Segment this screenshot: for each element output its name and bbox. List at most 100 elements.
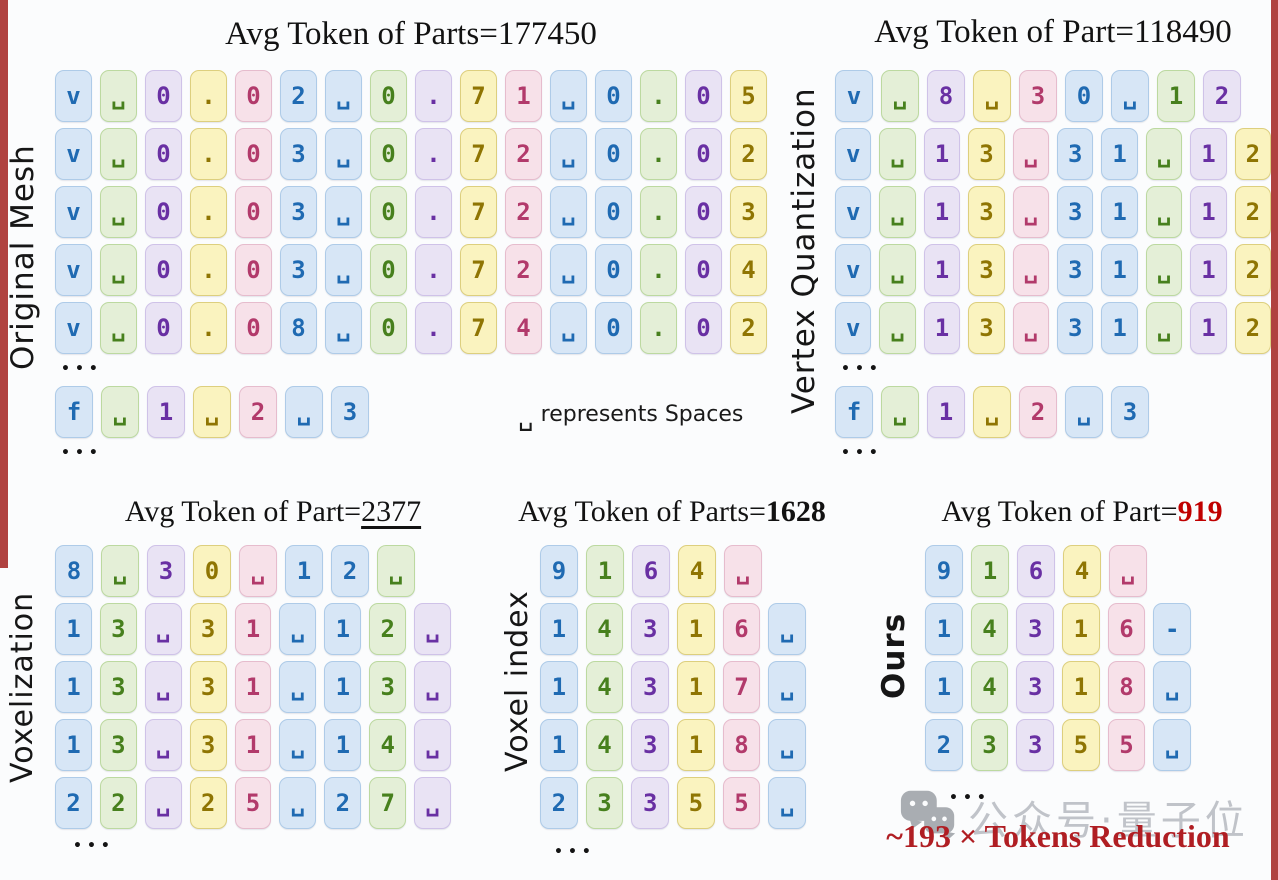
token-cell: 0 [235,128,272,180]
ellipsis: ••• [61,361,103,377]
token-cell: v [835,70,873,122]
token-cell: 0 [595,70,632,122]
token-cell: ␣ [144,719,182,771]
token-cell: ␣ [279,661,317,713]
token-cell: 5 [234,777,272,829]
title-value: 919 [1177,495,1223,528]
token-cell: 9 [540,545,578,597]
token-cell: 4 [585,719,624,771]
token-cell: 3 [968,186,1005,238]
title-prefix: Avg Token of Parts= [225,16,498,52]
ellipsis: ••• [841,361,883,377]
token-cell: 2 [505,244,542,296]
token-cell: . [190,302,227,354]
token-cell: v [835,128,872,180]
token-cell: 7 [460,70,497,122]
token-cell: 2 [1234,128,1272,180]
token-cell: v [55,244,92,296]
token-cell: 0 [685,186,722,238]
token-row: 1 4 3 1 8 ␣ [925,661,1192,713]
token-cell: 1 [1062,661,1100,713]
token-cell: 0 [595,244,632,296]
panel-ours: Avg Token of Part=919 Ours 9 1 6 4 ␣ 1 4 3 1 6-1 4… [876,495,1223,815]
token-cell: 3 [631,661,670,713]
token-cell: 0 [235,70,272,122]
panel-label: Voxelization [5,591,40,783]
token-cell: 2 [324,777,362,829]
token-cell: . [415,244,452,296]
token-cell: v [55,186,92,238]
token-cell: 1 [923,186,961,238]
token-cell: ␣ [879,186,916,238]
token-cell: 1 [234,719,272,771]
token-cell: 1 [1190,244,1227,296]
token-cell: 5 [730,70,767,122]
token-cell: 2 [730,128,767,180]
token-cell: ␣ [279,719,317,771]
token-row: v ␣ 8 ␣ 3 0 ␣ 1 2 [835,70,1271,122]
token-cell: 2 [189,777,227,829]
token-cell: 2 [1234,302,1272,354]
panel-title: Avg Token of Part=2377 [75,495,471,529]
token-cell: 1 [1190,186,1227,238]
token-cell: 3 [147,545,185,597]
token-cell: 1 [677,603,715,655]
ellipsis: ••• [949,790,991,806]
token-cell: 3 [99,719,137,771]
token-grid: 9 1 6 4 ␣ 1 4 3 1 6-1 4 3 1 8 ␣ 2 3 3 5 5 ␣ ••• [925,545,1192,807]
panel-title: Avg Token of Part=919 [907,495,1257,529]
token-cell: 8 [55,545,93,597]
token-row: 1 3 ␣ 3 1 ␣ 1 4 ␣ [55,719,452,771]
token-cell: ␣ [1111,70,1149,122]
token-cell: v [55,128,92,180]
token-cell: 1 [55,661,92,713]
token-cell: ␣ [550,244,587,296]
token-cell: 2 [369,603,407,655]
token-cell: 3 [968,128,1005,180]
title-value: 1628 [765,495,826,528]
token-row: v ␣ 0. 0 8 ␣ 0. 7 4 ␣ 0. 0 2 [55,302,767,354]
title-prefix: Avg Token of Parts= [518,495,766,528]
token-cell: 6 [1107,603,1146,655]
space-symbol: ␣ [518,402,534,432]
token-cell: . [190,186,227,238]
token-cell: ␣ [879,302,916,354]
token-cell: 6 [632,545,670,597]
token-cell: 7 [460,128,497,180]
token-grid: 8 ␣ 3 0 ␣ 1 2 ␣ 1 3 ␣ 3 1 ␣ 1 2 ␣ 1 3 ␣ 3 1 ␣ 1 3 ␣ 1 3 ␣ 3 1 ␣ 1 4 ␣ 2 2 ␣ 2 5… [55,545,452,855]
token-cell: ␣ [100,244,137,296]
token-cell: 2 [331,545,369,597]
token-cell: ␣ [325,70,362,122]
token-row: v ␣ 1 3 ␣ 3 1 ␣ 1 2 [835,186,1272,238]
token-cell: 1 [505,70,542,122]
token-cell: 3 [280,128,317,180]
token-row: f ␣ 1 ␣ 2 ␣ 3 [55,386,767,438]
token-cell: ␣ [325,186,362,238]
token-cell: 3 [280,244,317,296]
token-cell: 2 [505,186,542,238]
token-cell: 1 [1101,302,1138,354]
title-value: 177450 [497,16,597,52]
ellipsis: ••• [61,445,103,461]
token-cell: 3 [1016,719,1055,771]
token-cell: 8 [280,302,317,354]
token-cell: 1 [147,386,185,438]
token-cell: ␣ [100,302,137,354]
token-cell: . [640,186,677,238]
token-cell: 1 [540,719,578,771]
token-cell: ␣ [144,661,182,713]
token-cell: 7 [369,777,407,829]
token-cell: 3 [189,603,227,655]
title-prefix: Avg Token of Part= [941,495,1178,528]
token-row: v ␣ 1 3 ␣ 3 1 ␣ 1 2 [835,302,1272,354]
title-prefix: Avg Token of Part= [874,14,1134,50]
token-cell: ␣ [1065,386,1103,438]
tokens-reduction-claim: ~193 × Tokens Reduction [886,818,1230,854]
token-cell: 3 [99,661,137,713]
token-cell: 0 [145,302,182,354]
token-cell: . [415,70,452,122]
token-cell: f [835,386,873,438]
token-cell: ␣ [881,70,919,122]
token-row: 9 1 6 4 ␣ [540,545,806,597]
